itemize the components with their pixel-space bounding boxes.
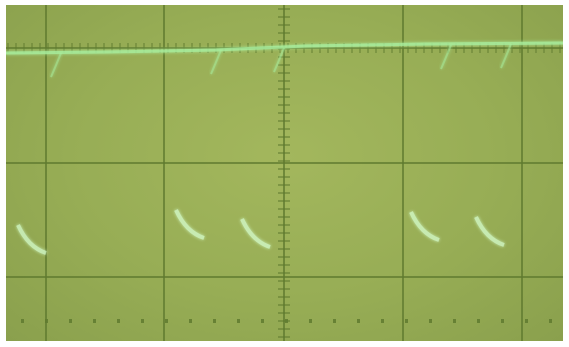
trace-dip <box>273 47 285 73</box>
trace-dip <box>500 43 512 69</box>
bottom-dot-marker <box>189 319 192 323</box>
bottom-dot-marker <box>381 319 384 323</box>
bottom-dot-marker <box>285 319 288 323</box>
bottom-dot-marker <box>453 319 456 323</box>
oscilloscope-screen <box>6 5 563 341</box>
bottom-dot-marker <box>477 319 480 323</box>
bottom-dot-marker <box>333 319 336 323</box>
trace-pulse-streak <box>240 218 271 249</box>
bottom-dot-marker <box>405 319 408 323</box>
bottom-dot-marker <box>141 319 144 323</box>
bottom-dot-marker <box>117 319 120 323</box>
bottom-dot-marker <box>525 319 528 323</box>
trace-dip <box>440 44 452 70</box>
bottom-dot-marker <box>21 319 24 323</box>
trace-dip <box>210 49 222 75</box>
bottom-dot-marker <box>309 319 312 323</box>
trace-dip <box>50 52 62 78</box>
bottom-dot-marker <box>237 319 240 323</box>
bottom-dot-marker <box>45 319 48 323</box>
trace-baseline <box>6 41 563 55</box>
bottom-dot-marker <box>213 319 216 323</box>
bottom-dot-marker <box>357 319 360 323</box>
bottom-dot-marker <box>69 319 72 323</box>
bottom-dot-marker <box>93 319 96 323</box>
bottom-dot-marker <box>429 319 432 323</box>
bottom-dot-marker <box>549 319 552 323</box>
trace-pulse-streak <box>174 209 205 240</box>
trace-pulse-streak <box>16 224 47 255</box>
trace-pulse-streak <box>409 211 440 242</box>
bottom-dot-marker <box>165 319 168 323</box>
bottom-dot-marker <box>501 319 504 323</box>
bottom-dot-marker <box>261 319 264 323</box>
trace-pulse-streak <box>474 216 505 247</box>
oscilloscope-graticule <box>6 5 563 341</box>
